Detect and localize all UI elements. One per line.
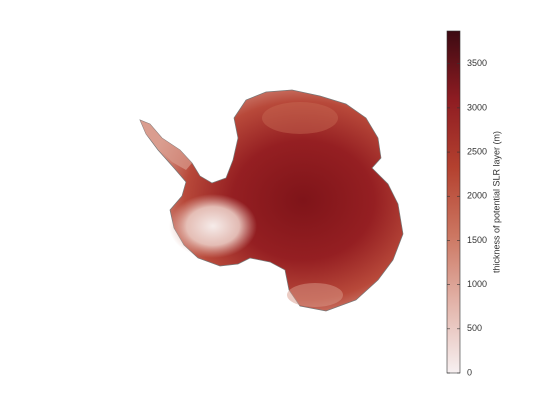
colorbar-scale xyxy=(446,30,461,374)
peninsula xyxy=(140,120,192,170)
colorbar-tick-label: 500 xyxy=(467,323,482,333)
colorbar-tick-label: 1000 xyxy=(467,279,487,289)
antarctica-map xyxy=(139,89,404,312)
colorbar-tick-label: 0 xyxy=(467,367,472,377)
ice-shelf xyxy=(169,194,257,258)
colorbar-tick-label: 2500 xyxy=(467,146,487,156)
colorbar: thickness of potential SLR layer (m) 0 50… xyxy=(446,30,501,377)
colorbar-tick-label: 1500 xyxy=(467,235,487,245)
colorbar-label: thickness of potential SLR layer (m) xyxy=(491,131,501,273)
ice-shelf xyxy=(262,102,338,134)
colorbar-tick-label: 3000 xyxy=(467,102,487,112)
ice-shelf xyxy=(287,283,343,307)
colorbar-tick-label: 3500 xyxy=(467,58,487,68)
colorbar-tick-label: 2000 xyxy=(467,191,487,201)
